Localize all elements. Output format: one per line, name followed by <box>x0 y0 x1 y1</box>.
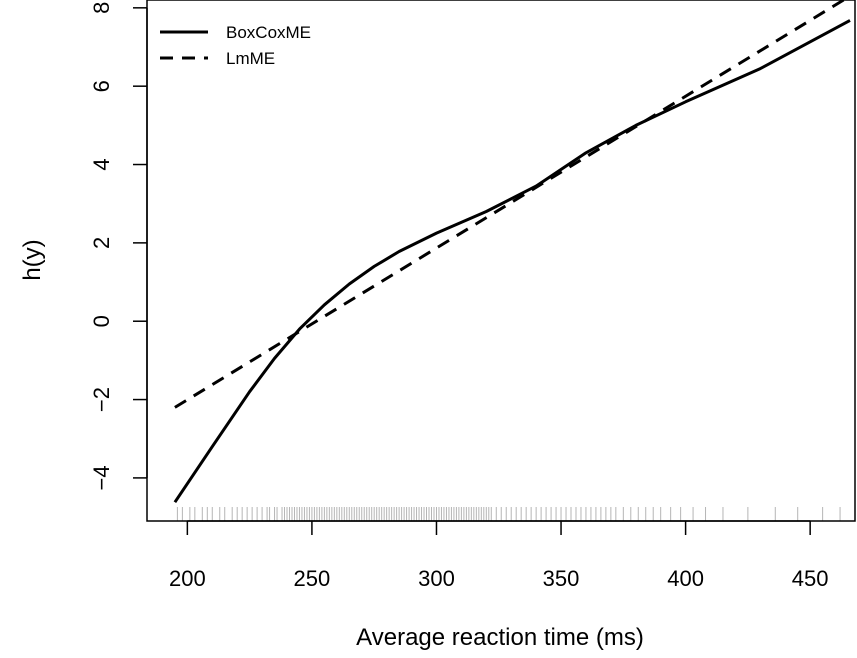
y-tick-label: 2 <box>89 237 114 249</box>
y-tick-label: 0 <box>89 315 114 327</box>
x-tick-label: 200 <box>169 566 206 591</box>
y-tick-label: −4 <box>89 465 114 490</box>
legend: BoxCoxME LmME <box>160 23 311 68</box>
rug-layer <box>176 507 841 521</box>
y-tick-label: 6 <box>89 80 114 92</box>
x-tick-label: 400 <box>667 566 704 591</box>
y-tick-label: 4 <box>89 158 114 170</box>
x-tick-label: 250 <box>294 566 331 591</box>
series-layer <box>173 0 851 504</box>
x-axis: 200 250 300 350 400 450 <box>169 520 829 591</box>
x-tick-label: 300 <box>418 566 455 591</box>
x-tick-label: 450 <box>792 566 829 591</box>
x-axis-title: Average reaction time (ms) <box>356 624 644 651</box>
legend-label-boxcoxme: BoxCoxME <box>226 23 311 42</box>
y-axis-title: h(y) <box>19 239 46 280</box>
y-tick-label: 8 <box>89 2 114 14</box>
y-tick-label: −2 <box>89 387 114 412</box>
x-tick-label: 350 <box>543 566 580 591</box>
legend-label-lmme: LmME <box>226 49 275 68</box>
y-axis: −4 −2 0 2 4 6 8 <box>89 2 148 490</box>
